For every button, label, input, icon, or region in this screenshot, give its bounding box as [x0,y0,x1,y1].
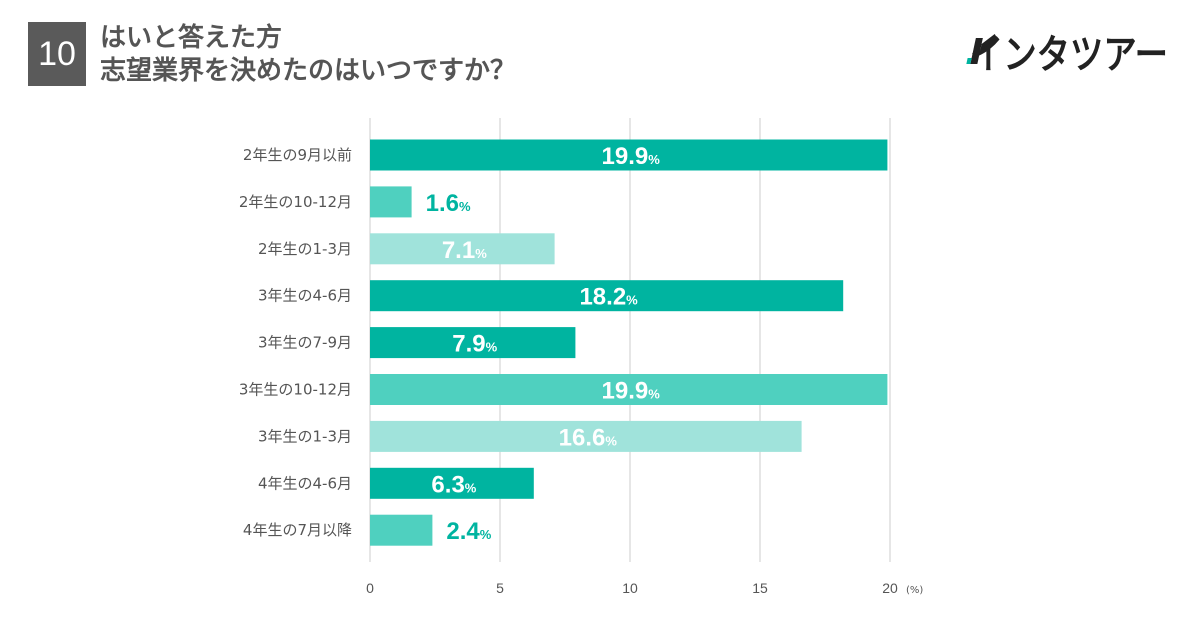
data-label-percent: % [465,480,477,495]
data-label-value: 1.6 [426,190,459,217]
bar [370,374,888,405]
data-label-value: 19.9 [602,378,649,405]
category-label: 2年生の1-3月 [258,240,352,258]
category-label: 2年生の9月以前 [243,146,352,164]
data-label-percent: % [480,527,492,542]
question-title: はいと答えた方 志望業界を決めたのはいつですか？ [100,22,516,88]
data-label-value: 2.4 [446,518,480,545]
data-label-value: 7.1 [442,237,475,264]
bar [370,420,802,452]
data-label: 16.6% [559,424,618,451]
data-label-value: 19.9 [602,143,649,170]
bar [370,467,534,499]
data-label-value: 7.9 [452,331,485,358]
data-label-percent: % [648,152,660,167]
data-label: 18.2% [579,284,638,311]
data-label: 7.9% [452,331,497,358]
data-label-percent: % [486,340,498,355]
data-label: 7.1% [442,237,487,264]
bar [370,327,576,359]
category-label: 3年生の4-6月 [258,287,352,305]
data-label: 19.9% [602,143,661,170]
category-label: 3年生の10-12月 [239,381,352,399]
category-label: 2年生の10-12月 [239,193,352,211]
data-label-percent: % [459,199,471,214]
question-title-line2: 志望業界を決めたのはいつですか？ [100,56,517,86]
bar [370,280,844,312]
x-tick-label: 10 [622,580,638,596]
category-label: 3年生の7-9月 [258,334,352,352]
x-tick-label: 15 [752,580,768,596]
bar [370,139,888,171]
question-number-badge: 10 [28,22,86,86]
logo-text: インタツアー [970,32,1168,74]
x-unit-label: (%) [906,585,923,596]
bar [370,233,555,265]
data-label: 6.3% [431,471,476,498]
question-title-line1: はいと答えた方 [100,23,283,53]
category-label: 4年生の4-6月 [258,474,352,492]
data-label: 19.9% [602,378,661,405]
data-label-value: 16.6 [559,424,606,451]
bar [370,514,433,546]
x-tick-label: 5 [496,580,504,596]
data-label-percent: % [475,246,487,261]
data-label-percent: % [648,387,660,402]
data-label-value: 18.2 [579,284,626,311]
x-tick-label: 20 [882,580,898,596]
category-label: 3年生の1-3月 [258,427,352,445]
category-label: 4年生の7月以降 [243,521,352,539]
intatour-logo: インタツアー [966,32,1168,74]
data-label-percent: % [626,293,638,308]
data-label-value: 6.3 [431,471,464,498]
data-label-percent: % [605,433,617,448]
x-tick-label: 0 [366,580,374,596]
bar [370,186,412,218]
data-label: 1.6% [426,190,471,217]
data-label: 2.4% [446,518,491,545]
